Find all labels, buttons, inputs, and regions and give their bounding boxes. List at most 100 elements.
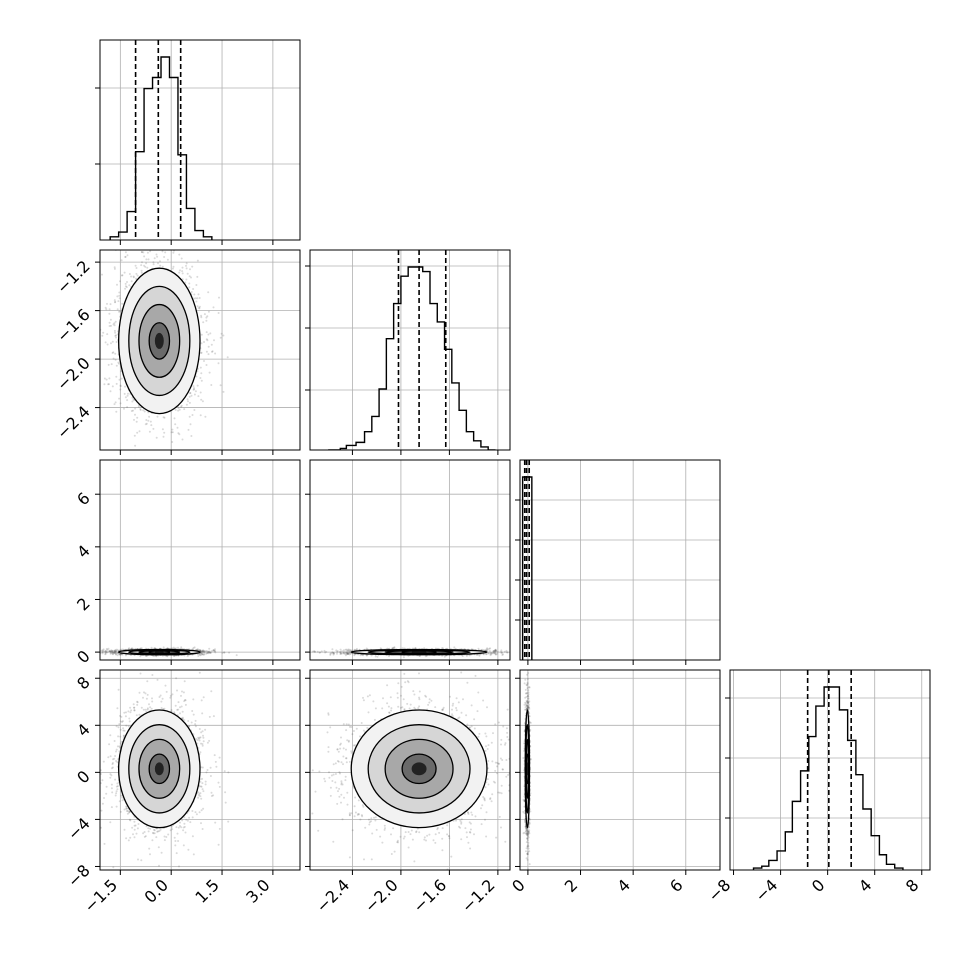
scatter-point — [139, 409, 142, 411]
scatter-point — [345, 648, 348, 651]
scatter-point — [118, 653, 121, 656]
scatter-point — [506, 651, 508, 654]
scatter-point — [178, 271, 181, 274]
scatter-point — [199, 654, 202, 657]
scatter-point — [150, 424, 153, 427]
scatter-point — [113, 403, 116, 406]
scatter-point — [199, 649, 202, 652]
contour-line — [128, 285, 191, 397]
scatter-point — [207, 651, 209, 654]
scatter-point — [123, 271, 126, 274]
scatter-point — [95, 270, 97, 272]
scatter-point — [172, 251, 175, 254]
scatter-point — [105, 308, 108, 311]
scatter-point — [101, 649, 103, 652]
scatter-point — [109, 390, 112, 393]
scatter-point — [353, 654, 356, 657]
scatter-point — [148, 193, 150, 195]
scatter-point — [207, 345, 210, 348]
scatter-point — [135, 267, 138, 269]
scatter-point — [128, 273, 131, 275]
scatter-point — [235, 654, 238, 657]
scatter-point — [200, 379, 203, 382]
scatter-point — [208, 650, 211, 653]
scatter-point — [183, 241, 185, 243]
scatter-point — [195, 300, 198, 303]
scatter-point — [140, 264, 143, 267]
scatter-point — [132, 275, 135, 278]
scatter-point — [213, 339, 215, 342]
scatter-point — [144, 246, 146, 248]
scatter-point — [139, 408, 142, 410]
scatter-point — [106, 651, 109, 654]
panel-frame — [99, 249, 301, 451]
scatter-point — [139, 647, 142, 650]
scatter-point — [202, 649, 205, 652]
hist-bars — [328, 250, 496, 450]
scatter-point — [200, 650, 203, 653]
scatter-point — [121, 648, 124, 651]
scatter-point — [155, 253, 158, 256]
scatter-point — [124, 282, 127, 285]
scatter-point — [186, 272, 189, 275]
scatter-point — [118, 397, 121, 400]
scatter-point — [114, 334, 117, 337]
scatter-point — [140, 647, 143, 650]
scatter-point — [121, 653, 124, 656]
scatter-point — [108, 377, 111, 380]
scatter-point — [220, 332, 223, 335]
scatter-point — [194, 297, 197, 300]
scatter-point — [344, 648, 347, 651]
scatter-point — [492, 650, 495, 653]
scatter-point — [210, 384, 213, 386]
scatter-point — [192, 647, 195, 649]
scatter-point — [104, 306, 107, 309]
scatter-point — [198, 649, 201, 652]
scatter-point — [118, 297, 121, 300]
scatter-point — [112, 351, 115, 354]
scatter-point — [187, 225, 189, 227]
scatter-point — [200, 314, 203, 317]
scatter-point — [198, 307, 201, 310]
scatter-point — [213, 650, 216, 653]
scatter-point — [207, 353, 210, 356]
scatter-point — [199, 352, 202, 354]
scatter-point — [124, 287, 127, 290]
scatter-point — [146, 654, 148, 657]
scatter-point — [136, 431, 139, 434]
scatter-point — [112, 649, 115, 652]
scatter-panel-1-0 — [95, 193, 300, 450]
scatter-point — [104, 651, 107, 654]
scatter-point — [335, 649, 338, 652]
scatter-point — [177, 432, 180, 435]
scatter-point — [193, 297, 195, 300]
scatter-point — [207, 650, 209, 653]
scatter-point — [108, 321, 111, 324]
scatter-point — [108, 383, 110, 386]
scatter-point — [202, 653, 204, 656]
scatter-point — [484, 648, 487, 651]
hist-step-line — [109, 56, 213, 240]
scatter-point — [191, 265, 194, 268]
scatter-point — [209, 332, 212, 335]
scatter-point — [126, 281, 128, 283]
scatter-point — [201, 650, 204, 653]
scatter-point — [140, 271, 143, 274]
scatter-point — [192, 288, 195, 290]
scatter-point — [212, 649, 215, 652]
scatter-point — [203, 651, 205, 654]
scatter-point — [210, 650, 213, 653]
scatter-point — [196, 305, 199, 308]
scatter-point — [365, 654, 368, 657]
scatter-point — [222, 334, 225, 337]
scatter-point — [183, 654, 186, 657]
scatter-point — [189, 392, 192, 394]
scatter-point — [162, 435, 165, 438]
scatter-point — [114, 352, 117, 355]
scatter-point — [160, 229, 162, 231]
scatter-point — [145, 654, 147, 657]
scatter-point — [113, 266, 116, 269]
scatter-point — [143, 410, 146, 413]
scatter-point — [128, 284, 131, 287]
scatter-point — [123, 407, 125, 410]
